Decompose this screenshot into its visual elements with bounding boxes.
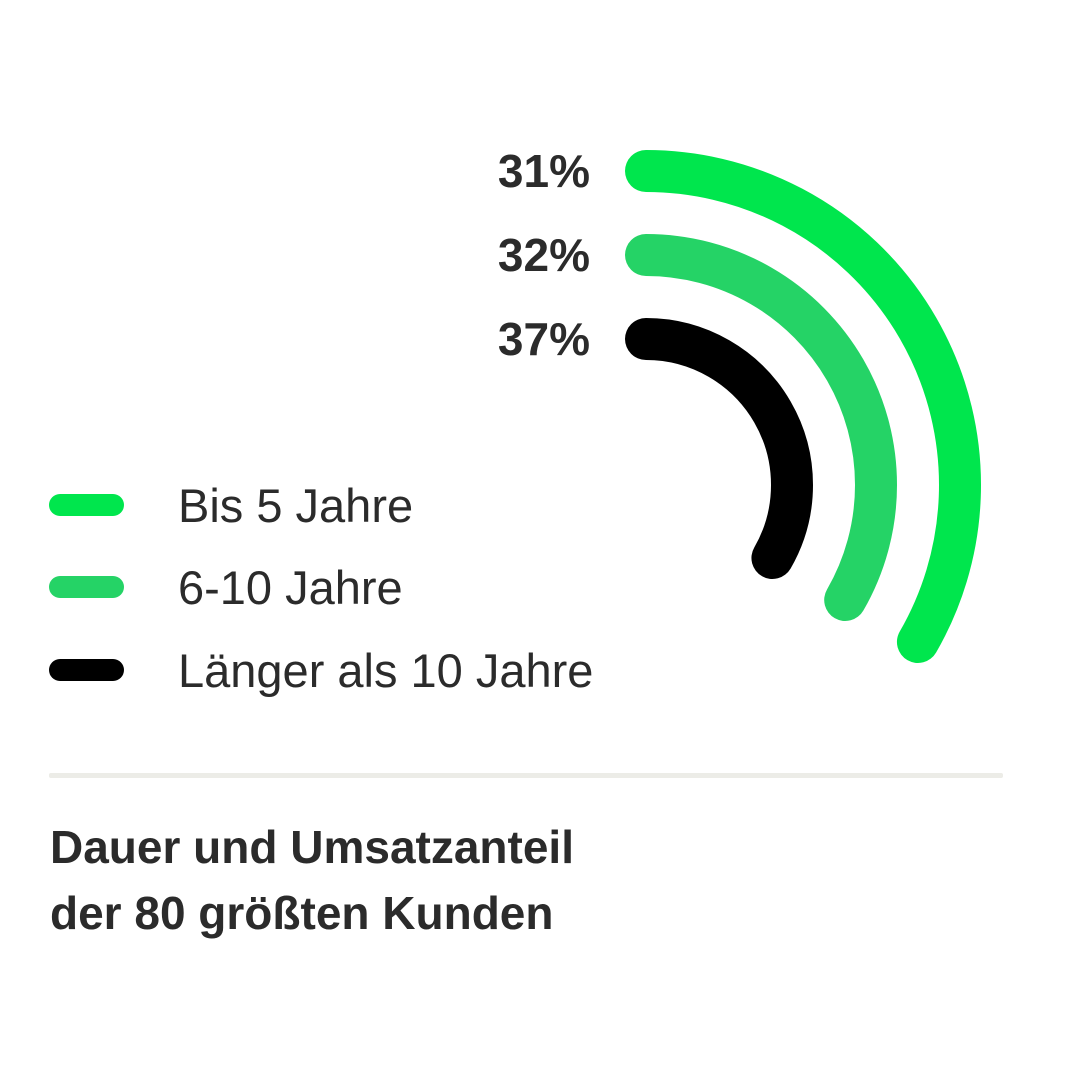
legend-label-bis-5-jahre: Bis 5 Jahre <box>178 479 413 532</box>
chart-caption: Dauer und Umsatzanteil der 80 größten Ku… <box>50 814 1030 946</box>
legend: Bis 5 Jahre 6-10 Jahre Länger als 10 Jahre <box>49 479 593 697</box>
percent-label-bis-5-jahre: 31% <box>498 145 590 197</box>
percent-labels: 31% 32% 37% <box>498 145 590 365</box>
percent-label-langer-als-10-jahre: 37% <box>498 313 590 365</box>
divider <box>49 773 1003 778</box>
arc-bis-5-jahre <box>625 150 981 663</box>
radial-bar-chart: 31% 32% 37% Bis 5 Jahre 6-10 Jahre Länger al… <box>49 145 981 697</box>
arc-langer-als-10-jahre <box>625 318 813 579</box>
legend-label-langer-als-10-jahre: Länger als 10 Jahre <box>178 644 593 697</box>
arc-group <box>625 150 981 663</box>
caption-line-1: Dauer und Umsatzanteil <box>50 821 574 873</box>
arc-6-10-jahre <box>625 234 897 621</box>
legend-label-6-10-jahre: 6-10 Jahre <box>178 561 403 614</box>
percent-label-6-10-jahre: 32% <box>498 229 590 281</box>
caption-line-2: der 80 größten Kunden <box>50 887 554 939</box>
